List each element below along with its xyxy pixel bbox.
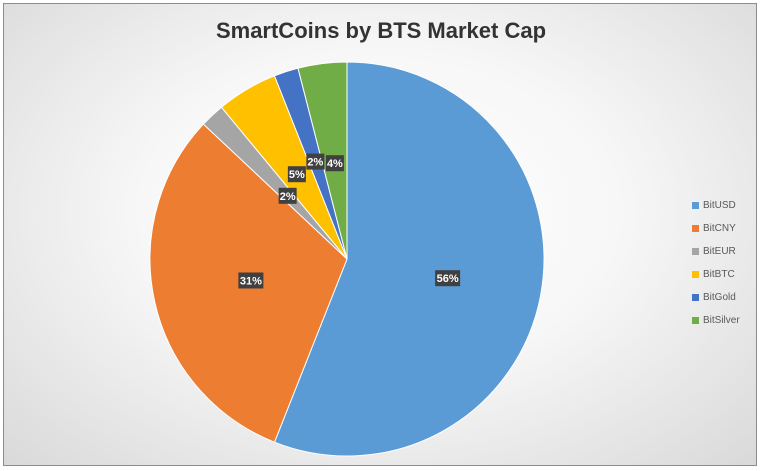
pie-slice-bitusd (273, 61, 545, 457)
pie-chart: 56%31%2%5%2% 4% (149, 61, 545, 457)
data-label-bitbtc: 5% (287, 166, 306, 183)
svg-text:2%: 2% (280, 191, 296, 203)
svg-text:31%: 31% (240, 275, 262, 287)
legend-label: BitGold (703, 292, 736, 303)
legend-item-bitcny: BitCNY (692, 217, 740, 240)
legend-label: BitCNY (703, 223, 736, 234)
legend-item-biteur: BitEUR (692, 240, 740, 263)
legend-swatch (692, 271, 699, 278)
chart-legend: BitUSD BitCNY BitEUR BitBTC BitGold BitSilver (692, 194, 740, 332)
legend-label: BitBTC (703, 269, 735, 280)
legend-swatch (692, 202, 699, 209)
svg-text:56%: 56% (437, 273, 459, 285)
legend-swatch (692, 248, 699, 255)
legend-item-bitbtc: BitBTC (692, 263, 740, 286)
data-label-biteur: 2% (278, 187, 297, 204)
legend-swatch (692, 317, 699, 324)
data-label-bitsilver: 4% (325, 155, 344, 172)
legend-label: BitUSD (703, 200, 736, 211)
data-label-bitgold: 2% (306, 153, 325, 170)
svg-text:4%: 4% (327, 158, 343, 170)
legend-item-bitgold: BitGold (692, 286, 740, 309)
legend-swatch (692, 225, 699, 232)
data-label-bitusd: 56% (435, 270, 461, 287)
legend-item-bitsilver: BitSilver (692, 309, 740, 332)
legend-swatch (692, 294, 699, 301)
svg-text:5%: 5% (289, 169, 305, 181)
data-label-bitcny: 31% (238, 272, 264, 289)
chart-area: SmartCoins by BTS Market Cap 56% 31% 2% 5% 2… (3, 3, 757, 466)
chart-title: SmartCoins by BTS Market Cap (215, 18, 547, 43)
legend-label: BitEUR (703, 246, 736, 257)
legend-label: BitSilver (703, 315, 740, 326)
legend-item-bitusd: BitUSD (692, 194, 740, 217)
svg-text:2%: 2% (307, 157, 323, 169)
